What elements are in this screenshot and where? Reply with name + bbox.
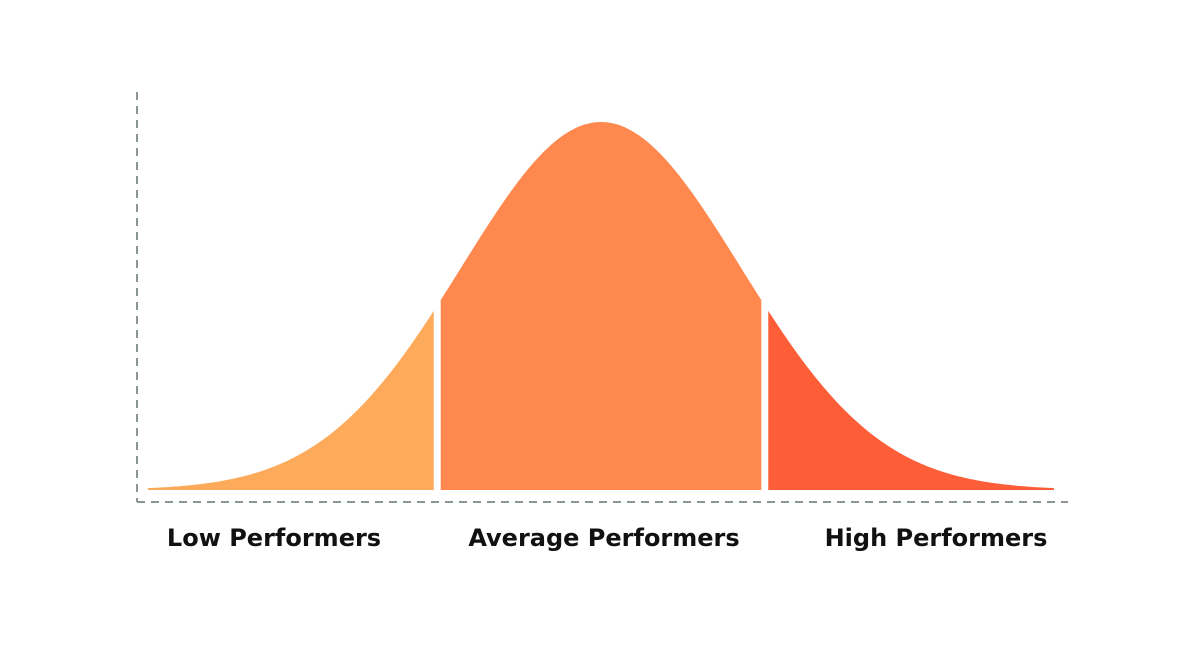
distribution-areas [148, 122, 1054, 490]
area-average-performers [440, 122, 762, 490]
label-high-performers: High Performers [825, 524, 1048, 552]
label-low-performers: Low Performers [167, 524, 381, 552]
segment-labels: Low Performers Average Performers High P… [167, 524, 1048, 552]
area-low-performers [148, 310, 434, 490]
area-high-performers [768, 310, 1054, 490]
label-average-performers: Average Performers [468, 524, 739, 552]
